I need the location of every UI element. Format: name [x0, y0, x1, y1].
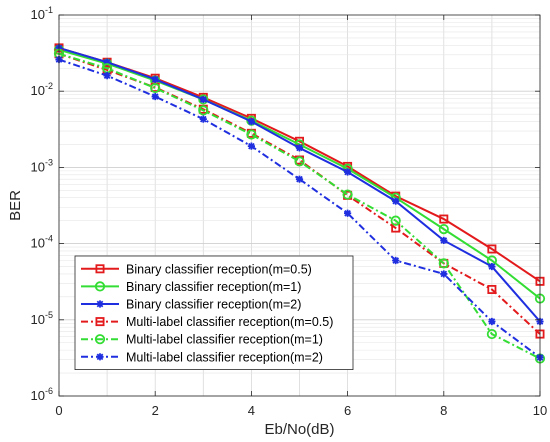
- legend-item: Multi-label classifier reception(m=0.5): [81, 315, 333, 329]
- legend-item: Binary classifier reception(m=1): [81, 280, 301, 294]
- legend: Binary classifier reception(m=0.5) Binary…: [74, 255, 354, 370]
- data-point: [487, 284, 497, 294]
- data-point: [151, 75, 159, 83]
- tick-labels: 0 2 4 6 8 10 10-6 10-5 10-4 10-3 10-2 10-1: [31, 5, 548, 418]
- data-point: [438, 223, 449, 235]
- data-point: [96, 300, 104, 308]
- data-point: [95, 264, 105, 274]
- data-point: [342, 189, 353, 200]
- legend-item: Binary classifier reception(m=2): [81, 298, 301, 312]
- series-6: [55, 55, 544, 362]
- data-point: [295, 175, 304, 183]
- x-tick-label: 0: [55, 403, 62, 418]
- data-point: [344, 168, 352, 176]
- data-point: [199, 115, 207, 123]
- legend-label: Binary classifier reception(m=2): [126, 298, 301, 312]
- legend-box: [74, 255, 354, 370]
- x-tick-label: 4: [248, 403, 255, 418]
- data-point: [488, 317, 496, 326]
- data-point: [438, 258, 449, 269]
- data-point: [150, 82, 161, 94]
- data-point: [94, 334, 106, 345]
- legend-item: Multi-label classifier reception(m=2): [81, 350, 323, 364]
- x-tick-label: 10: [533, 403, 547, 418]
- data-point: [103, 72, 111, 80]
- legend-label: Multi-label classifier reception(m=2): [126, 350, 323, 364]
- data-point: [247, 142, 255, 150]
- series-line: [58, 52, 541, 360]
- legend-item: Multi-label classifier reception(m=1): [81, 333, 323, 347]
- x-axis-label: Eb/No(dB): [264, 421, 334, 438]
- legend-label: Binary classifier reception(m=0.5): [126, 262, 312, 276]
- data-point: [247, 117, 255, 126]
- y-tick-label: 10-1: [31, 5, 53, 22]
- legend-item: Binary classifier reception(m=0.5): [81, 262, 312, 276]
- data-point: [151, 92, 159, 101]
- data-point: [488, 262, 496, 271]
- data-point: [486, 328, 497, 340]
- plot-frame: [58, 14, 541, 397]
- data-point: [487, 244, 497, 254]
- x-tick-label: 6: [344, 403, 351, 418]
- y-tick-label: 10-3: [31, 157, 53, 174]
- series-line: [58, 58, 541, 359]
- y-tick-label: 10-4: [31, 234, 53, 251]
- data-point: [344, 209, 352, 217]
- data-point: [103, 58, 111, 66]
- y-tick-label: 10-5: [31, 310, 53, 327]
- x-tick-label: 8: [440, 403, 447, 418]
- legend-label: Binary classifier reception(m=1): [126, 280, 301, 294]
- data-point: [390, 215, 401, 226]
- data-point: [198, 105, 209, 116]
- data-point: [440, 236, 448, 245]
- data-point: [198, 94, 209, 105]
- y-axis-label: BER: [7, 190, 24, 221]
- data-point: [199, 95, 207, 104]
- data-point: [246, 129, 257, 140]
- data-point: [392, 256, 400, 265]
- y-tick-label: 10-6: [31, 386, 53, 403]
- data-point: [295, 144, 304, 152]
- data-point: [439, 214, 449, 224]
- data-point: [294, 156, 305, 167]
- legend-label: Multi-label classifier reception(m=0.5): [126, 315, 333, 329]
- data-point: [95, 317, 105, 327]
- data-point: [392, 197, 400, 205]
- data-point: [96, 353, 104, 361]
- data-point: [440, 270, 448, 278]
- x-tick-label: 2: [152, 403, 159, 418]
- legend-label: Multi-label classifier reception(m=1): [126, 333, 323, 347]
- data-point: [94, 281, 106, 292]
- y-tick-label: 10-2: [31, 81, 53, 98]
